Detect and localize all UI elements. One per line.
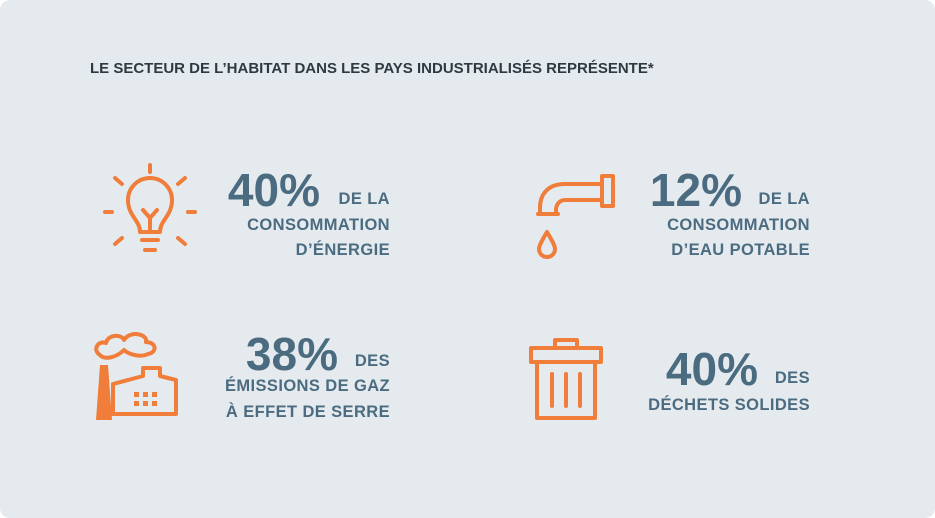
stat-suffix: DES bbox=[355, 352, 390, 370]
stat-value: 38% bbox=[246, 328, 338, 380]
stat-suffix: DE LA bbox=[759, 190, 811, 208]
stat-line: ÉMISSIONS DE GAZ bbox=[225, 376, 390, 395]
title: LE SECTEUR DE L’HABITAT DANS LES PAYS IN… bbox=[90, 60, 654, 77]
trash-icon bbox=[529, 338, 603, 420]
stat-line: D’EAU POTABLE bbox=[671, 241, 810, 259]
stat-line: À EFFET DE SERRE bbox=[226, 402, 390, 421]
stat-line: CONSOMMATION bbox=[247, 216, 390, 234]
stat-line: DÉCHETS SOLIDES bbox=[648, 395, 810, 414]
bulb-icon bbox=[103, 163, 197, 252]
faucet-icon bbox=[536, 174, 615, 259]
factory-icon bbox=[94, 332, 178, 420]
stat-value: 12% bbox=[650, 164, 742, 216]
stat-value: 40% bbox=[666, 343, 758, 395]
stat-suffix: DES bbox=[775, 369, 810, 387]
stat-value: 40% bbox=[228, 164, 320, 216]
stat-line: CONSOMMATION bbox=[667, 216, 810, 234]
stat-suffix: DE LA bbox=[339, 190, 391, 208]
stat-line: D’ÉNERGIE bbox=[296, 240, 390, 259]
